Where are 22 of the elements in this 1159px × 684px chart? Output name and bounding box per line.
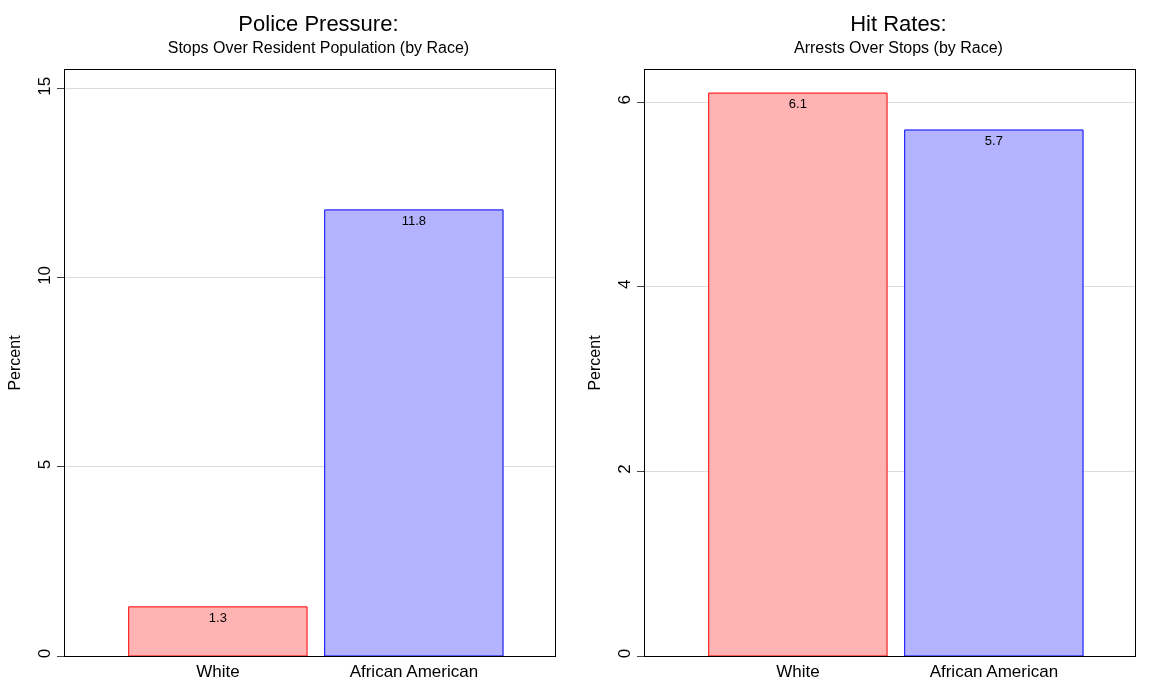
x-tick-label: African American [929, 662, 1059, 682]
data-label: 11.8 [401, 212, 427, 228]
y-tick-label: 15 [35, 76, 55, 96]
x-tick-label: White [196, 662, 240, 682]
chart-title: Hit Rates: [850, 10, 947, 36]
x-tick-label: African American [349, 662, 479, 682]
y-tick-label: 0 [615, 648, 635, 659]
y-tick-label: 5 [35, 459, 55, 470]
y-tick-label: 10 [35, 265, 55, 285]
data-label: 1.3 [208, 609, 227, 625]
chart-title: Police Pressure: [238, 10, 399, 36]
data-label: 6.1 [788, 96, 807, 112]
y-tick-label: 4 [615, 279, 635, 290]
chart-subtitle: Arrests Over Stops (by Race) [793, 38, 1003, 56]
y-axis-title: Percent [586, 334, 604, 391]
chart-subtitle: Stops Over Resident Population (by Race) [167, 38, 470, 56]
y-tick-label: 6 [615, 95, 635, 105]
data-label: 5.7 [984, 132, 1003, 148]
y-axis-title: Percent [6, 334, 24, 391]
x-tick-label: White [776, 662, 820, 682]
y-tick-label: 2 [615, 464, 635, 474]
y-tick-label: 0 [35, 648, 55, 659]
